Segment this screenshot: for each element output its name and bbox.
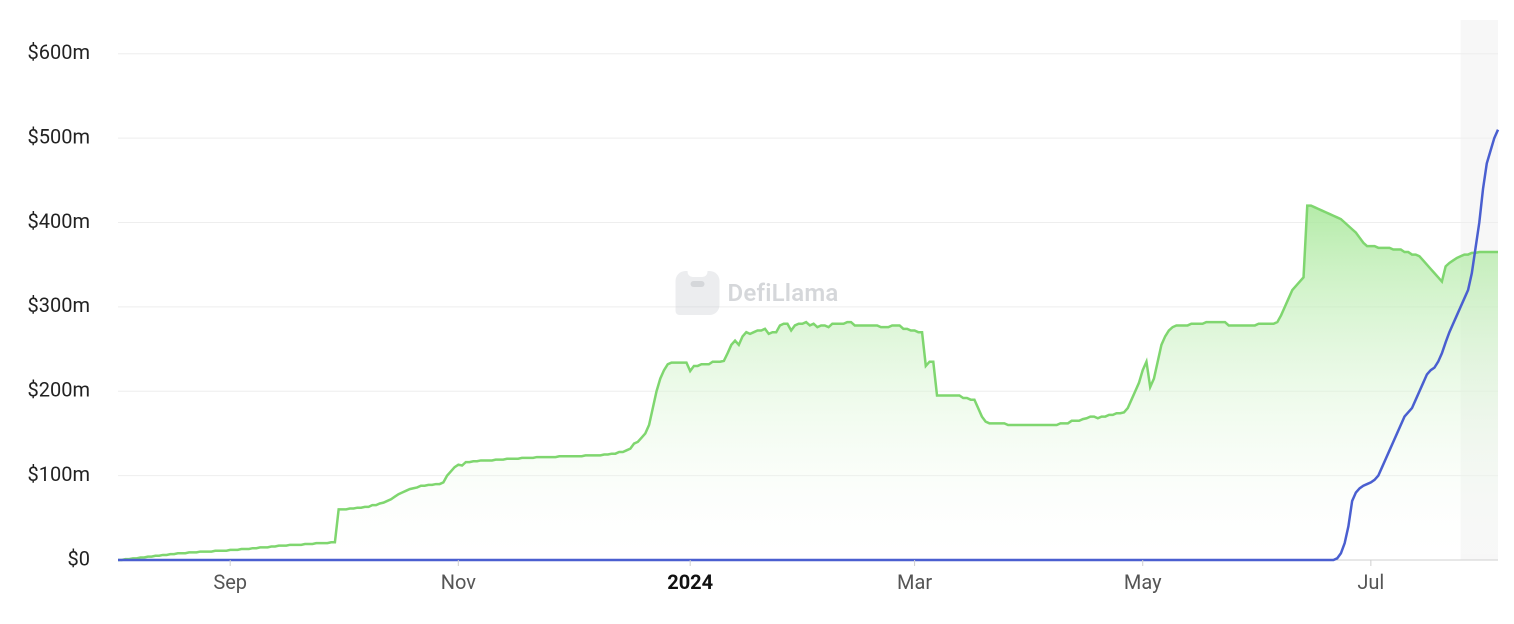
x-tick-label: 2024 bbox=[667, 570, 713, 594]
y-tick-label: $400m bbox=[28, 209, 91, 233]
y-tick-label: $300m bbox=[28, 293, 91, 317]
y-tick-label: $500m bbox=[28, 124, 91, 148]
chart-container: $0 $100m $200m $300m $400m $500m $600m Sep Nov 20… bbox=[0, 0, 1514, 624]
x-tick-label: Jul bbox=[1357, 570, 1384, 594]
x-tick-label: Sep bbox=[213, 570, 247, 594]
y-tick-label: $100m bbox=[28, 462, 91, 486]
x-tick-label: Nov bbox=[441, 570, 477, 594]
y-tick-label: $0 bbox=[68, 546, 90, 570]
y-tick-label: $600m bbox=[28, 40, 91, 64]
x-tick-label: May bbox=[1124, 570, 1162, 594]
y-tick-label: $200m bbox=[28, 378, 91, 402]
x-tick-label: Mar bbox=[897, 570, 932, 594]
area-fill bbox=[118, 206, 1498, 560]
tvl-chart: $0 $100m $200m $300m $400m $500m $600m Sep Nov 20… bbox=[0, 0, 1514, 624]
